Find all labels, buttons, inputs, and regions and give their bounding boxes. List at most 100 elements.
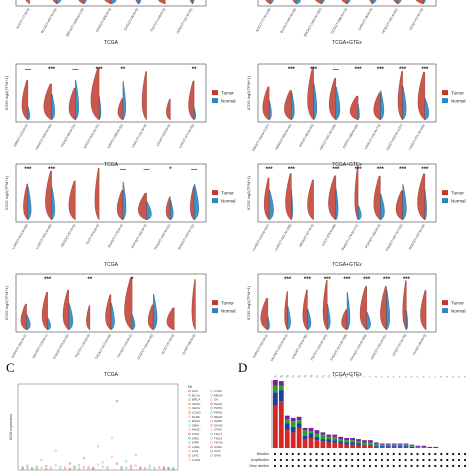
- violin-tumor: [420, 290, 427, 331]
- scatter-legend-swatch: [210, 419, 213, 423]
- matrix-dot: [380, 464, 383, 468]
- scatter-legend-label: READ: [214, 415, 223, 419]
- stacked-bar-segment: [362, 442, 367, 445]
- stacked-bar-segment: [362, 440, 367, 443]
- violin-tumor: [417, 72, 426, 121]
- violin-normal: [26, 314, 31, 331]
- significance-label: ***: [288, 67, 296, 73]
- violin-tumor: [41, 292, 48, 331]
- violin-normal: [51, 93, 55, 121]
- scatter-legend-swatch: [188, 445, 191, 449]
- stacked-bar-segment: [350, 444, 355, 448]
- scatter-point: [82, 466, 85, 469]
- matrix-dot: [428, 452, 431, 456]
- stacked-bar-segment: [356, 441, 361, 444]
- violin-normal: [372, 0, 377, 5]
- violin-tumor: [265, 0, 271, 5]
- matrix-dot: [351, 458, 354, 462]
- matrix-dot: [392, 464, 395, 468]
- significance-label: ***: [288, 167, 296, 173]
- stacked-bar-segment: [368, 442, 373, 445]
- category-tick-label: OV(T=379;N=0): [85, 224, 100, 246]
- category-tick-label: GBM(T=153;N=1157): [251, 124, 270, 152]
- matrix-dot: [303, 452, 306, 456]
- stacked-bar-segment: [379, 443, 385, 445]
- significance-label: ***: [355, 167, 363, 173]
- violin-normal: [386, 289, 390, 331]
- x-axis-label: TCGA+GTEx: [332, 40, 362, 46]
- scatter-legend-swatch: [188, 428, 191, 431]
- matrix-dot: [368, 458, 372, 462]
- violin-tumor: [90, 68, 100, 121]
- scatter-point: [172, 468, 175, 471]
- category-tick-label: LAML(T=151;N=70): [364, 124, 382, 150]
- stacked-bar-segment: [284, 419, 290, 424]
- scatter-point: [153, 466, 156, 469]
- stacked-bar-segment: [350, 440, 355, 443]
- significance-label: **: [121, 67, 126, 73]
- matrix-dot: [303, 458, 306, 462]
- stacked-bar-segment: [373, 443, 379, 446]
- scatter-point: [78, 467, 81, 470]
- scatter-point: [68, 462, 71, 465]
- stacked-bar-segment: [409, 444, 415, 446]
- scatter-point: [21, 467, 24, 471]
- matrix-dot: [285, 452, 288, 456]
- bar-top-label: 2: [421, 374, 425, 378]
- matrix-dot: [327, 464, 330, 468]
- violin-tumor: [397, 70, 403, 121]
- stacked-bar-segment: [326, 436, 332, 440]
- scatter-point: [143, 466, 147, 470]
- scatter-legend-swatch: [210, 424, 213, 427]
- stacked-bar-segment: [320, 441, 326, 448]
- panel-frame: [15, 273, 207, 333]
- stacked-bar-segment: [296, 427, 302, 448]
- category-tick-label: PAAD(T=179;N=4): [107, 224, 124, 249]
- category-tick-label: LUAD(T=515;N=59): [11, 224, 29, 251]
- legend-swatch-normal: [212, 308, 218, 314]
- matrix-dot: [416, 452, 419, 456]
- category-tick-label: LGG(T=523;N=1157): [385, 124, 403, 152]
- bar-top-label: 12: [332, 373, 337, 378]
- violin-panel: ICOS log2(TPM+1) SARC(T=262;N=2) *** SKCM(T…: [246, 273, 466, 378]
- violin-normal: [27, 106, 31, 121]
- category-tick-label: THCA(T=512;N=338): [329, 334, 348, 362]
- violin-tumor: [25, 0, 30, 5]
- violin-normal: [307, 308, 312, 331]
- matrix-dot: [327, 458, 330, 462]
- category-tick-label: KIRC(T=531;N=100): [319, 124, 337, 151]
- bar-top-label: 14: [320, 373, 325, 378]
- violin-normal: [68, 303, 74, 331]
- scatter-point: [111, 456, 114, 459]
- panel-frame: [257, 273, 437, 333]
- violin-normal: [110, 0, 117, 5]
- violin-normal: [346, 291, 351, 331]
- matrix-dot: [452, 458, 455, 462]
- violin-normal: [335, 86, 341, 121]
- violin-tumor: [307, 66, 314, 121]
- stacked-bar-segment: [308, 433, 314, 438]
- category-tick-label: HNSC(T=502;N=44): [274, 124, 292, 151]
- panel-frame: [15, 163, 207, 223]
- stacked-bar-segment: [350, 442, 355, 445]
- significance-label: ***: [399, 67, 407, 73]
- scatter-point: [167, 466, 170, 469]
- matrix-dot: [386, 452, 389, 456]
- legend-swatch-normal: [442, 98, 448, 104]
- stacked-bar-segment: [403, 444, 409, 446]
- significance-label: **: [88, 277, 93, 283]
- category-tick-label: HNSC(T=502;N=44): [35, 124, 53, 151]
- scatter-legend-label: MESO: [214, 393, 224, 397]
- legend-swatch-normal: [212, 198, 218, 204]
- scatter-legend-swatch: [210, 415, 213, 418]
- violin-normal: [153, 294, 158, 331]
- scatter-legend-swatch: [188, 394, 191, 397]
- significance-label: ***: [421, 167, 429, 173]
- violin-normal: [335, 188, 339, 221]
- significance-label: ***: [421, 67, 429, 73]
- significance-label: ***: [343, 277, 351, 283]
- stacked-bar-segment: [278, 385, 284, 391]
- stacked-bar-segment: [368, 444, 373, 446]
- stacked-bar-segment: [373, 445, 379, 447]
- significance-label: ***: [324, 277, 332, 283]
